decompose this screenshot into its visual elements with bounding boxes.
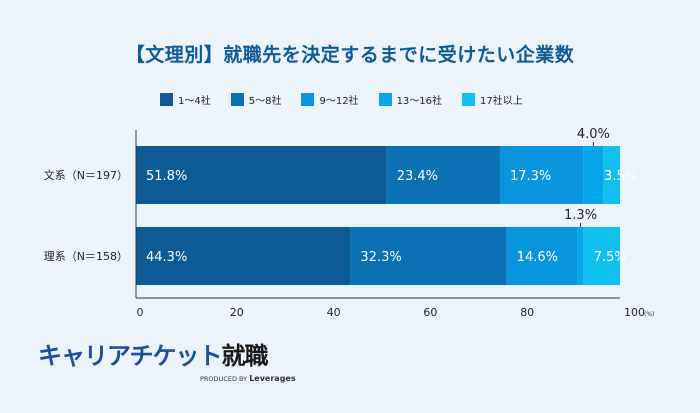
- x-tick-label: 40: [327, 306, 341, 319]
- legend-swatch: [462, 93, 476, 106]
- legend-label: 9〜12社: [319, 96, 359, 107]
- x-unit-label: (%): [644, 311, 654, 318]
- bar-segment: [506, 227, 578, 285]
- x-tick-label: 100: [624, 306, 645, 319]
- legend-swatch: [378, 93, 392, 106]
- legend-item: 13〜16社: [378, 92, 443, 107]
- bar-segment: [136, 227, 351, 285]
- legend: 1〜4社 5〜8社 9〜12社 13〜16社 17社以上: [160, 92, 523, 107]
- data-label: 7.5%: [594, 250, 627, 265]
- legend-label: 13〜16社: [396, 96, 443, 107]
- produced-by-text: PRODUCED BY: [200, 375, 248, 383]
- bar-segment: [350, 227, 507, 285]
- category-label: 文系（N＝197）: [44, 168, 128, 182]
- legend-swatch: [301, 93, 315, 106]
- x-tick-label: 20: [230, 306, 244, 319]
- x-tick-label: 0: [137, 306, 144, 319]
- legend-label: 17社以上: [480, 96, 523, 107]
- logo-kana: キャリアチケット: [38, 342, 223, 370]
- bar-segment: [603, 146, 620, 204]
- data-label: 1.3%: [564, 208, 597, 223]
- data-label: 14.6%: [517, 250, 558, 265]
- bar-segment: [583, 146, 604, 204]
- produced-by: PRODUCED BY Leverages: [200, 374, 296, 383]
- data-label: 32.3%: [360, 250, 401, 265]
- brand-logo: キャリアチケット就職: [38, 336, 269, 371]
- legend-item: 17社以上: [462, 92, 523, 107]
- legend-item: 9〜12社: [301, 92, 359, 107]
- legend-swatch: [230, 93, 244, 106]
- legend-label: 5〜8社: [248, 96, 282, 107]
- x-tick-label: 60: [423, 306, 437, 319]
- data-label: 44.3%: [146, 250, 187, 265]
- bar-segment: [577, 227, 584, 285]
- bar-segment: [583, 227, 620, 285]
- chart-title: 【文理別】就職先を決定するまでに受けたい企業数: [125, 44, 575, 66]
- bar-segment: [386, 146, 500, 204]
- data-label: 23.4%: [397, 169, 438, 184]
- data-label: 51.8%: [146, 169, 187, 184]
- data-label: 17.3%: [510, 169, 551, 184]
- legend-item: 1〜4社: [160, 92, 211, 107]
- category-label: 理系（N＝158）: [44, 250, 128, 263]
- logo-kanji: 就職: [221, 342, 269, 370]
- x-tick-label: 80: [520, 306, 534, 319]
- data-label: 4.0%: [577, 127, 610, 142]
- bar-segment: [136, 146, 387, 204]
- data-label: 3.5%: [604, 169, 637, 184]
- legend-label: 1〜4社: [178, 96, 211, 107]
- company-name: Leverages: [249, 374, 296, 383]
- legend-swatch: [160, 93, 173, 106]
- bar-segment: [499, 146, 584, 204]
- legend-item: 5〜8社: [230, 92, 282, 107]
